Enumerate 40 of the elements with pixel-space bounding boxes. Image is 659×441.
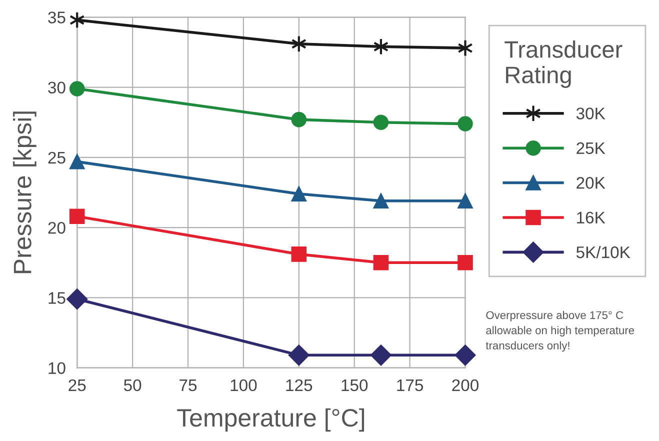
x-tick-label: 175 [397,380,424,392]
x-tick-label: 25 [68,379,86,392]
point [291,112,307,128]
point [373,114,389,130]
x-axis-title: Temperature [°C] [177,408,364,432]
point [458,254,473,270]
legend-label: 16K [577,212,606,224]
point [69,208,85,224]
point [69,81,85,96]
legend-label: 5K/10K [576,246,630,258]
legend-label: 25K [576,142,606,154]
point [291,246,307,262]
y-tick-label: 20 [48,222,66,234]
y-axis-title: Pressure [kpsi] [13,112,36,274]
point [454,344,476,366]
y-tick-label: 15 [48,292,66,304]
point [69,154,85,170]
point [458,193,473,209]
x-tick-label: 125 [286,379,312,392]
x-tick-label: 75 [180,380,197,392]
x-tick-label: 150 [342,379,368,392]
y-tick-label: 10 [48,362,66,374]
x-tick-label: 50 [124,379,142,392]
point [373,254,389,270]
point [291,186,307,202]
point [288,344,310,366]
x-tick-label: 100 [230,379,257,392]
point [458,39,473,57]
point [370,344,392,366]
point [66,288,88,310]
x-tick-label: 200 [452,379,479,392]
legend-label: 20K [576,176,606,189]
y-tick-label: 30 [48,82,66,94]
text: Overpressure above 175° C allowable on high temperature transducers only! [486,310,634,352]
point [373,193,389,209]
y-tick-label: 25 [48,152,66,164]
y-tick-label: 35 [48,12,66,24]
point [458,116,473,132]
legend-title: Transducer Rating [504,40,622,88]
legend-label: 30K [576,108,606,120]
